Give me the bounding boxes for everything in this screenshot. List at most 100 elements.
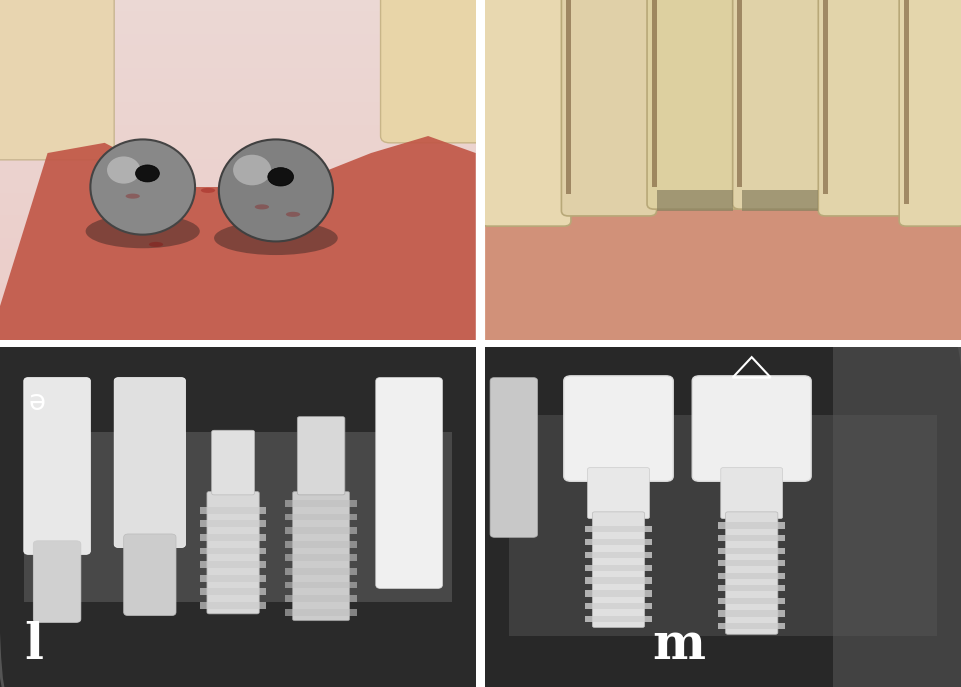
Bar	[200, 520, 266, 527]
Bar	[0, 192, 476, 204]
Bar	[585, 578, 652, 584]
Bar	[0, 68, 476, 80]
Polygon shape	[509, 415, 937, 636]
Bar	[585, 526, 652, 532]
Bar	[285, 609, 357, 616]
Bar	[652, 0, 656, 187]
Bar	[0, 204, 476, 216]
Bar	[719, 598, 785, 604]
Bar	[566, 0, 571, 194]
Bar	[0, 170, 476, 181]
Ellipse shape	[214, 221, 337, 255]
Bar	[0, 11, 476, 23]
Ellipse shape	[234, 155, 271, 185]
Ellipse shape	[149, 242, 163, 247]
Bar	[285, 541, 357, 548]
Bar	[719, 535, 785, 541]
Bar	[719, 522, 785, 528]
Bar	[585, 552, 652, 558]
Bar	[0, 56, 476, 68]
Bar	[719, 623, 785, 629]
FancyBboxPatch shape	[480, 0, 571, 226]
FancyBboxPatch shape	[34, 541, 81, 622]
Bar	[0, 91, 476, 102]
Bar	[285, 514, 357, 520]
Bar	[200, 588, 266, 595]
FancyBboxPatch shape	[587, 468, 650, 519]
FancyBboxPatch shape	[726, 512, 777, 634]
Bar	[200, 602, 266, 609]
Polygon shape	[0, 136, 476, 340]
Bar	[0, 295, 476, 306]
Text: ə: ə	[29, 387, 45, 416]
FancyBboxPatch shape	[292, 491, 350, 620]
Bar	[0, 260, 476, 272]
Bar	[0, 102, 476, 113]
Bar	[0, 147, 476, 159]
Bar	[0, 181, 476, 192]
Bar	[200, 561, 266, 568]
Bar	[0, 317, 476, 328]
Bar	[585, 603, 652, 609]
Bar	[823, 0, 827, 194]
FancyBboxPatch shape	[376, 378, 442, 588]
Bar	[656, 190, 732, 211]
Bar	[285, 582, 357, 588]
FancyBboxPatch shape	[721, 468, 782, 519]
FancyBboxPatch shape	[647, 0, 742, 209]
Ellipse shape	[107, 157, 140, 183]
Bar	[719, 585, 785, 592]
Bar	[0, 125, 476, 136]
Bar	[0, 23, 476, 34]
FancyBboxPatch shape	[592, 512, 645, 627]
Bar	[285, 527, 357, 534]
Circle shape	[136, 165, 160, 182]
Bar	[285, 595, 357, 602]
FancyBboxPatch shape	[114, 378, 185, 548]
Bar	[585, 539, 652, 545]
FancyBboxPatch shape	[381, 0, 485, 143]
Polygon shape	[485, 197, 961, 340]
FancyBboxPatch shape	[732, 0, 827, 209]
Bar	[719, 611, 785, 617]
Bar	[0, 136, 476, 147]
Bar	[585, 565, 652, 571]
Bar	[0, 113, 476, 125]
Circle shape	[268, 168, 293, 186]
Bar	[0, 34, 476, 45]
Bar	[0, 238, 476, 249]
Bar	[0, 272, 476, 283]
Bar	[0, 159, 476, 170]
FancyBboxPatch shape	[561, 0, 656, 216]
Bar	[585, 590, 652, 596]
Ellipse shape	[285, 212, 300, 217]
Polygon shape	[24, 432, 452, 602]
Bar	[737, 0, 742, 187]
FancyBboxPatch shape	[207, 491, 259, 614]
Ellipse shape	[201, 188, 215, 193]
Bar	[719, 573, 785, 579]
Bar	[0, 249, 476, 260]
FancyBboxPatch shape	[490, 378, 537, 537]
FancyBboxPatch shape	[0, 0, 114, 160]
Bar	[200, 575, 266, 582]
FancyBboxPatch shape	[899, 0, 961, 226]
Bar	[742, 190, 819, 211]
Text: m: m	[652, 621, 704, 670]
FancyBboxPatch shape	[211, 430, 255, 495]
FancyBboxPatch shape	[564, 376, 674, 482]
FancyBboxPatch shape	[819, 0, 909, 216]
Bar	[0, 306, 476, 317]
Ellipse shape	[255, 204, 269, 210]
FancyBboxPatch shape	[24, 378, 90, 554]
Bar	[585, 616, 652, 622]
Ellipse shape	[219, 139, 333, 241]
Bar	[0, 79, 476, 91]
Bar	[832, 347, 961, 687]
Bar	[200, 548, 266, 554]
Bar	[0, 227, 476, 238]
Bar	[0, 0, 476, 11]
Bar	[200, 534, 266, 541]
Bar	[719, 560, 785, 566]
Bar	[0, 283, 476, 295]
